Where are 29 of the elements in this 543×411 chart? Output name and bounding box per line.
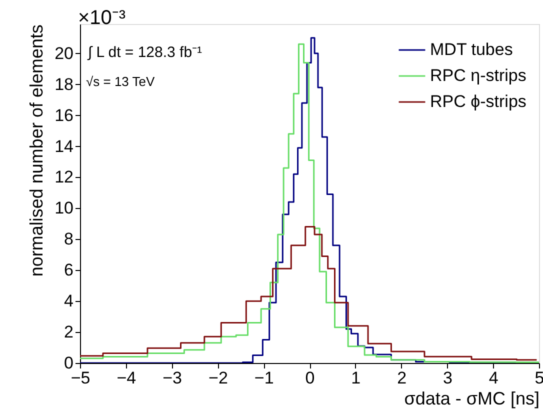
annotation: ×10⁻³: [78, 7, 126, 29]
y-tick-label: 16: [54, 106, 74, 125]
y-tick-label: 20: [54, 44, 74, 63]
legend-label: RPC η-strips: [430, 66, 526, 85]
x-tick-label: 4: [488, 368, 498, 388]
x-tick-label: −1: [254, 368, 274, 388]
y-tick-label: 8: [64, 230, 74, 249]
legend-label: MDT tubes: [430, 40, 513, 59]
y-axis-title: normalised number of elements: [26, 24, 47, 277]
y-tick-label: 10: [54, 198, 74, 218]
y-tick-label: 6: [64, 260, 74, 280]
x-tick-label: 3: [442, 368, 452, 388]
x-tick-label: 1: [351, 368, 361, 388]
y-tick-label: 2: [64, 322, 74, 342]
x-tick-label: 2: [397, 368, 407, 388]
x-tick-label: 0: [305, 368, 315, 388]
x-tick-label: −5: [70, 368, 90, 388]
y-tick-label: 18: [54, 74, 74, 94]
y-tick-label: 0: [64, 354, 74, 372]
annotation: ∫ L dt = 128.3 fb⁻¹: [87, 44, 202, 61]
legend-label: RPC ϕ-strips: [430, 92, 526, 111]
y-tick-label: 12: [54, 168, 74, 187]
y-tick-label: 4: [64, 292, 74, 311]
x-axis-title: σdata - σMC [ns]: [404, 388, 540, 408]
x-tick-label: −4: [116, 368, 136, 388]
x-tick-label: −2: [208, 368, 228, 388]
y-tick-label: 14: [54, 136, 74, 156]
annotation: √s = 13 TeV: [86, 74, 156, 89]
x-tick-label: −3: [162, 368, 182, 388]
